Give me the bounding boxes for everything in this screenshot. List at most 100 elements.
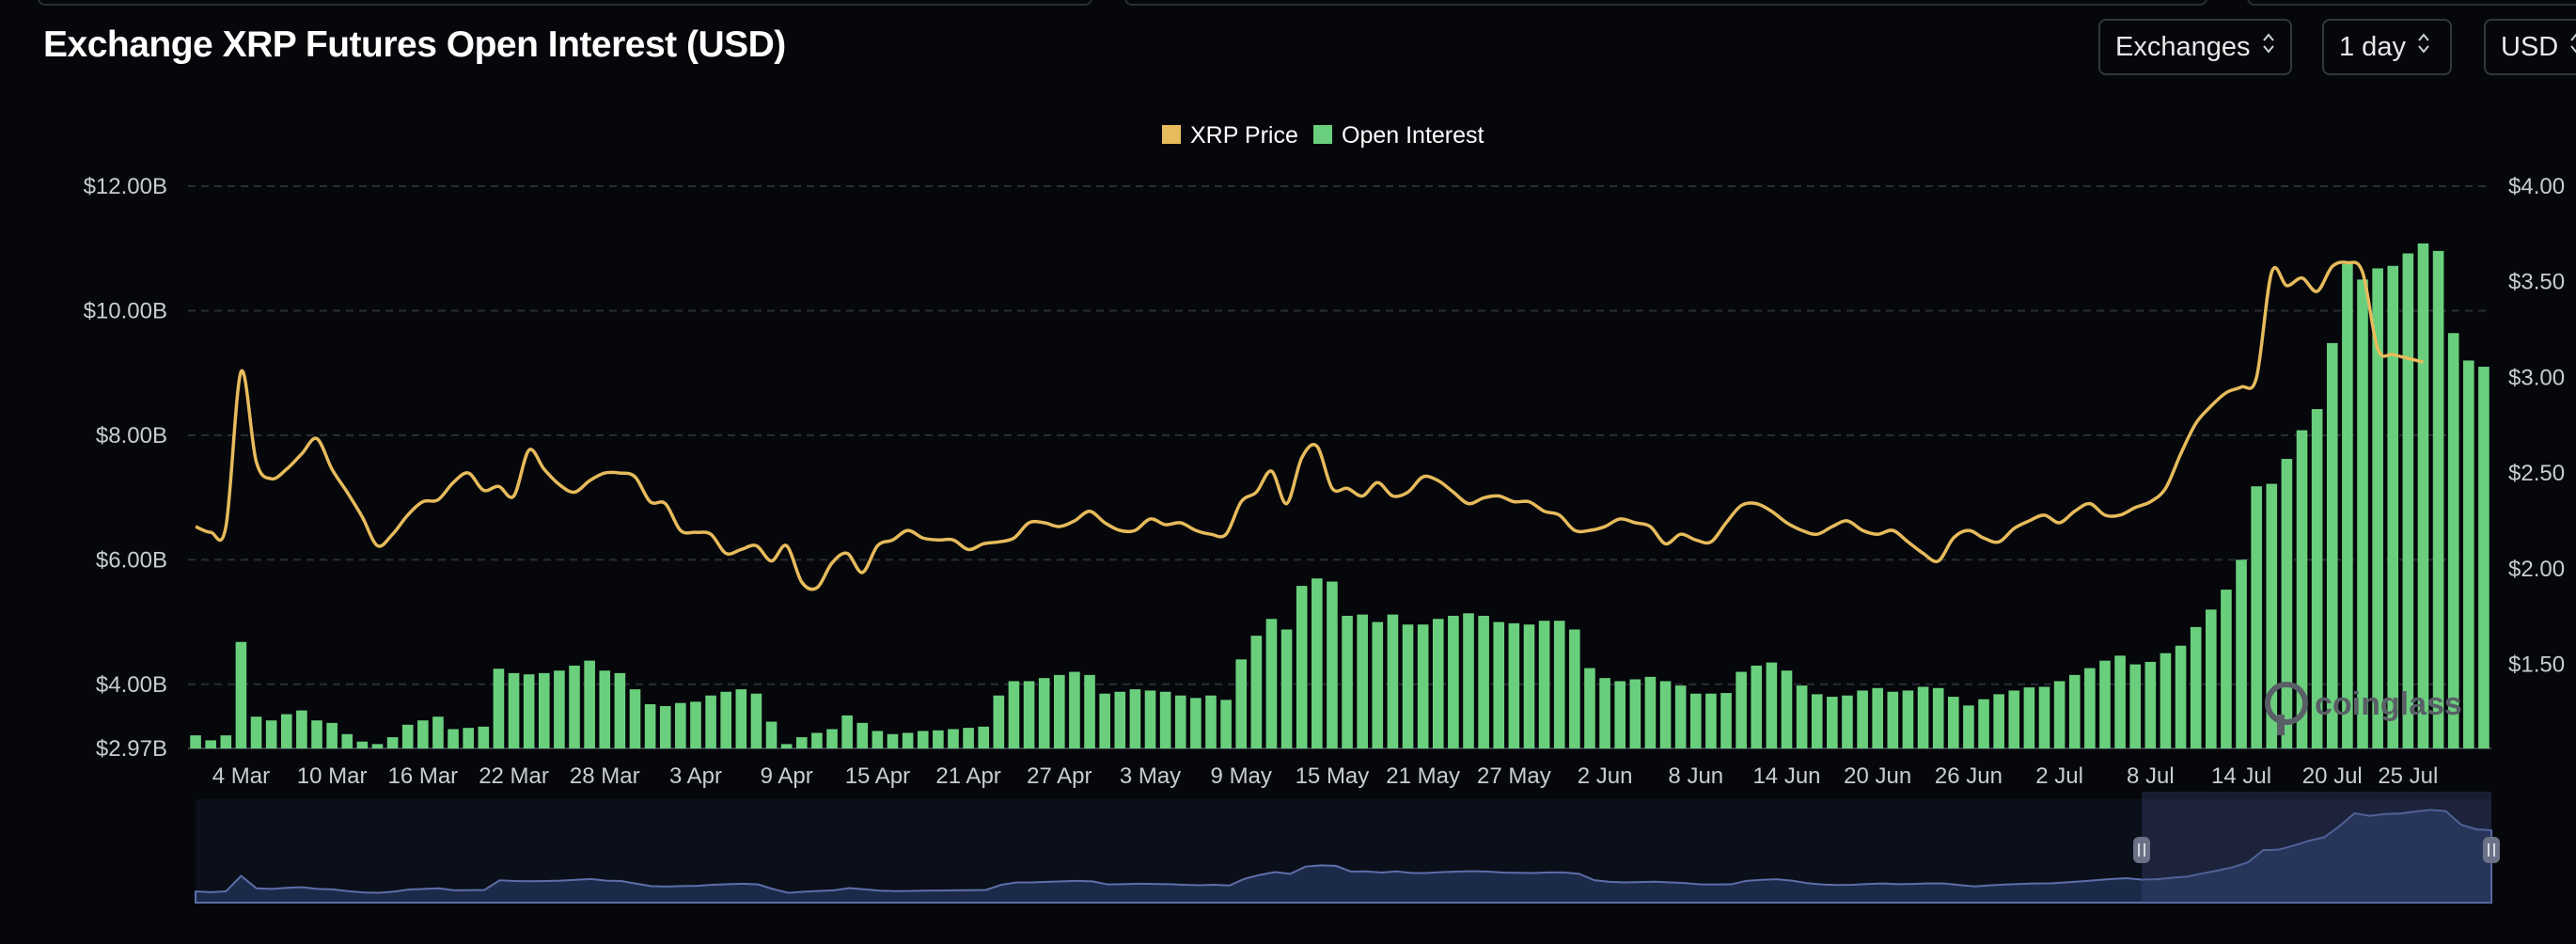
oi-bar xyxy=(933,730,944,748)
oi-bar xyxy=(2296,430,2308,748)
oi-bar xyxy=(1190,698,1202,748)
oi-bar xyxy=(493,669,505,748)
x-tick: 9 Apr xyxy=(761,763,813,789)
oi-bar xyxy=(1674,685,1687,748)
currency-select[interactable]: USD xyxy=(2484,19,2576,75)
oi-bar xyxy=(386,737,399,748)
legend-oi-label: Open Interest xyxy=(1342,122,1484,149)
oi-bar xyxy=(811,732,823,748)
x-tick: 14 Jul xyxy=(2211,763,2271,789)
oi-bar xyxy=(2068,674,2081,748)
oi-bar xyxy=(1327,581,1338,748)
exchanges-label: Exchanges xyxy=(2115,31,2251,62)
oi-bar xyxy=(554,670,565,748)
oi-bar xyxy=(780,744,793,748)
x-tick: 2 Jul xyxy=(2035,763,2083,789)
oi-bar xyxy=(1659,681,1672,748)
x-tick: 21 Apr xyxy=(935,763,1000,789)
oi-bar xyxy=(190,735,201,748)
oi-bar xyxy=(917,731,929,748)
x-tick: 21 May xyxy=(1386,763,1460,789)
oi-bar xyxy=(2114,655,2126,748)
oi-bar xyxy=(2099,660,2111,748)
oi-bar xyxy=(205,740,216,748)
oi-bar xyxy=(1644,676,1657,748)
oi-bar xyxy=(659,705,671,748)
oi-bar xyxy=(2008,690,2020,748)
exchanges-select[interactable]: Exchanges xyxy=(2098,19,2292,75)
oi-bar xyxy=(2281,459,2293,748)
oi-bar xyxy=(1842,695,1853,748)
x-tick: 2 Jun xyxy=(1578,763,1633,789)
y-left-tick: $12.00B xyxy=(84,174,167,199)
oi-bar xyxy=(584,660,595,748)
oi-bar xyxy=(2266,483,2278,748)
oi-bar xyxy=(1978,699,1989,748)
oi-bar xyxy=(1402,624,1414,748)
oi-bar xyxy=(478,726,490,748)
oi-bar xyxy=(795,737,808,748)
oi-bar xyxy=(2084,668,2096,748)
oi-bar xyxy=(265,720,277,748)
oi-bar xyxy=(750,693,762,748)
oi-bar xyxy=(1689,693,1702,748)
y-left-tick: $4.00B xyxy=(96,672,167,698)
oi-bar xyxy=(1129,689,1141,748)
watermark-text: coinglass xyxy=(2315,686,2462,722)
oi-bar xyxy=(432,716,444,748)
oi-bar xyxy=(765,721,778,748)
oi-bar xyxy=(1023,681,1035,748)
oi-bar xyxy=(1796,685,1808,748)
oi-bar xyxy=(1553,621,1565,748)
oi-bar xyxy=(2053,681,2066,748)
oi-bar xyxy=(948,729,959,748)
x-tick: 15 Apr xyxy=(845,763,910,789)
oi-bar xyxy=(1887,691,1899,748)
oi-bar xyxy=(735,689,747,748)
oi-bar xyxy=(2190,626,2202,748)
oi-bar xyxy=(599,670,611,748)
x-tick: 3 Apr xyxy=(669,763,722,789)
legend-price-label: XRP Price xyxy=(1190,122,1298,149)
legend-price-swatch xyxy=(1162,125,1181,144)
oi-bar xyxy=(448,729,459,748)
coinglass-watermark: coinglass xyxy=(2265,682,2462,735)
range-navigator[interactable] xyxy=(195,792,2500,904)
y-left-tick: $2.97B xyxy=(96,736,167,762)
chart-legend[interactable]: XRP Price Open Interest xyxy=(1162,122,1484,149)
navigator-area xyxy=(195,809,2492,904)
y-left-tick: $6.00B xyxy=(96,547,167,573)
oi-bar xyxy=(1099,693,1110,748)
oi-bar xyxy=(902,732,914,748)
oi-bar xyxy=(872,731,884,748)
oi-bar xyxy=(2023,687,2035,748)
oi-bar xyxy=(1038,678,1050,748)
navigator-handle[interactable] xyxy=(2483,837,2500,863)
oi-bar xyxy=(1114,691,1126,748)
oi-bar xyxy=(371,744,384,748)
oi-bar xyxy=(963,728,974,748)
x-tick: 9 May xyxy=(1211,763,1272,789)
oi-bar xyxy=(1508,622,1520,748)
oi-bar xyxy=(1054,674,1065,748)
oi-bar xyxy=(1432,619,1444,748)
interval-select[interactable]: 1 day xyxy=(2322,19,2452,75)
legend-oi-swatch xyxy=(1313,125,1332,144)
oi-bar xyxy=(341,733,353,748)
oi-bar xyxy=(1629,679,1641,748)
oi-bar xyxy=(326,722,338,748)
x-tick: 26 Jun xyxy=(1935,763,2003,789)
oi-bar xyxy=(1357,614,1368,748)
oi-bar xyxy=(2326,342,2338,748)
oi-bar xyxy=(1069,671,1080,748)
navigator-handle[interactable] xyxy=(2133,837,2151,863)
y-right-tick: $2.00 xyxy=(2508,557,2565,582)
x-tick: 8 Jul xyxy=(2127,763,2175,789)
oi-bar xyxy=(1174,695,1186,748)
oi-bar xyxy=(1811,694,1823,748)
oi-bar xyxy=(280,714,292,748)
oi-bar xyxy=(1917,686,1929,748)
oi-bar xyxy=(2175,645,2187,748)
oi-bar xyxy=(538,672,550,748)
oi-bar xyxy=(2251,486,2262,748)
